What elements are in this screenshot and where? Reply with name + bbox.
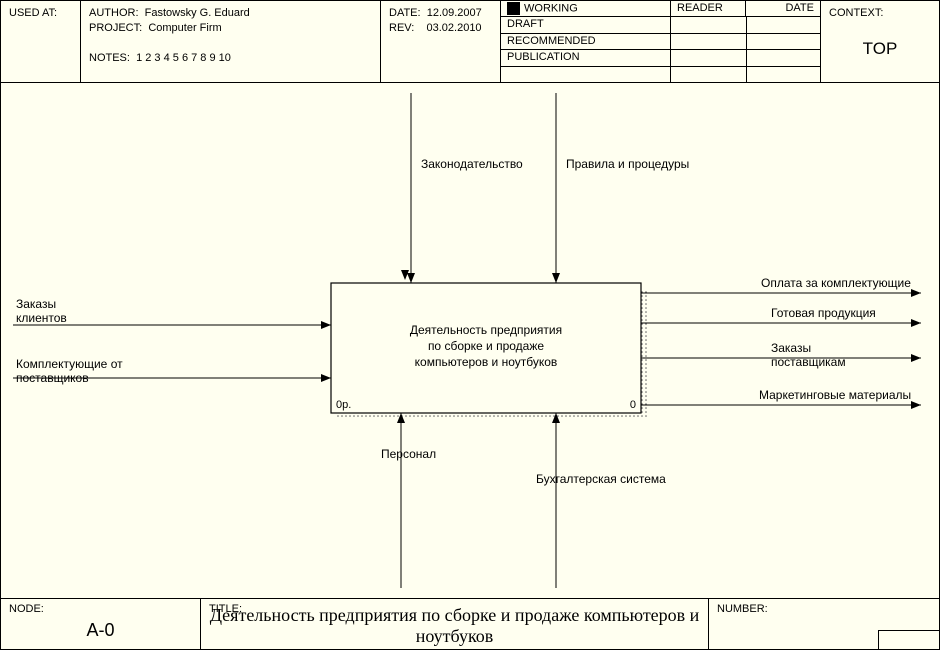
svg-text:по сборке и продаже: по сборке и продаже: [428, 339, 544, 353]
reader-date-label: DATE: [746, 1, 820, 16]
idef0-frame: USED AT: AUTHOR: Fastowsky G. Eduard PRO…: [0, 0, 940, 650]
reader-cell: READER DATE: [671, 1, 821, 82]
status-working: WORKING: [501, 1, 670, 17]
svg-text:Заказы: Заказы: [16, 297, 56, 311]
svg-text:0р.: 0р.: [336, 399, 351, 411]
diagram-canvas: Деятельность предприятия по сборке и прод…: [1, 83, 939, 599]
number-cell: NUMBER:: [709, 599, 939, 649]
svg-text:поставщикам: поставщикам: [771, 355, 846, 369]
svg-text:Заказы: Заказы: [771, 341, 811, 355]
svg-text:0: 0: [630, 399, 636, 411]
svg-text:Законодательство: Законодательство: [421, 157, 523, 171]
svg-text:поставщиков: поставщиков: [16, 371, 89, 385]
svg-text:Деятельность предприятия: Деятельность предприятия: [410, 323, 562, 337]
title-value: Деятельность предприятия по сборке и про…: [209, 603, 700, 646]
context-cell: CONTEXT: TOP: [821, 1, 939, 82]
svg-text:клиентов: клиентов: [16, 311, 67, 325]
status-publication: PUBLICATION: [501, 50, 670, 66]
notes-label: NOTES:: [89, 52, 130, 64]
number-box: [878, 630, 939, 649]
author-value: Fastowsky G. Eduard: [145, 7, 250, 19]
date-label: DATE:: [389, 7, 421, 19]
node-value: A-0: [1, 620, 200, 641]
footer: NODE: A-0 TITLE: Деятельность предприяти…: [1, 598, 939, 649]
svg-text:компьютеров и ноутбуков: компьютеров и ноутбуков: [415, 355, 558, 369]
rev-label: REV:: [389, 22, 414, 34]
context-label: CONTEXT:: [829, 7, 931, 19]
title-cell: TITLE: Деятельность предприятия по сборк…: [201, 599, 709, 649]
rev-value: 03.02.2010: [427, 22, 482, 34]
used-at-cell: USED AT:: [1, 1, 81, 82]
svg-text:Оплата за комплектующие: Оплата за комплектующие: [761, 276, 911, 290]
title-label: TITLE:: [209, 603, 242, 615]
svg-text:Комплектующие от: Комплектующие от: [16, 357, 123, 371]
reader-label: READER: [671, 1, 746, 16]
project-value: Computer Firm: [148, 22, 221, 34]
header: USED AT: AUTHOR: Fastowsky G. Eduard PRO…: [1, 1, 939, 83]
project-label: PROJECT:: [89, 22, 142, 34]
svg-text:Маркетинговые материалы: Маркетинговые материалы: [759, 388, 911, 402]
date-value: 12.09.2007: [427, 7, 482, 19]
svg-text:Бухгалтерская система: Бухгалтерская система: [536, 472, 666, 486]
status-draft: DRAFT: [501, 17, 670, 33]
status-cell: WORKING DRAFT RECOMMENDED PUBLICATION: [501, 1, 671, 82]
context-value: TOP: [829, 39, 931, 59]
svg-text:Готовая продукция: Готовая продукция: [771, 306, 876, 320]
date-cell: DATE: 12.09.2007 REV: 03.02.2010: [381, 1, 501, 82]
node-label: NODE:: [9, 603, 44, 615]
author-label: AUTHOR:: [89, 7, 139, 19]
author-cell: AUTHOR: Fastowsky G. Eduard PROJECT: Com…: [81, 1, 381, 82]
svg-text:Правила и процедуры: Правила и процедуры: [566, 157, 689, 171]
status-recommended: RECOMMENDED: [501, 34, 670, 50]
number-label: NUMBER:: [717, 603, 768, 615]
notes-value: 1 2 3 4 5 6 7 8 9 10: [136, 52, 231, 64]
node-cell: NODE: A-0: [1, 599, 201, 649]
status-marker-icon: [507, 2, 520, 15]
svg-text:Персонал: Персонал: [381, 447, 436, 461]
